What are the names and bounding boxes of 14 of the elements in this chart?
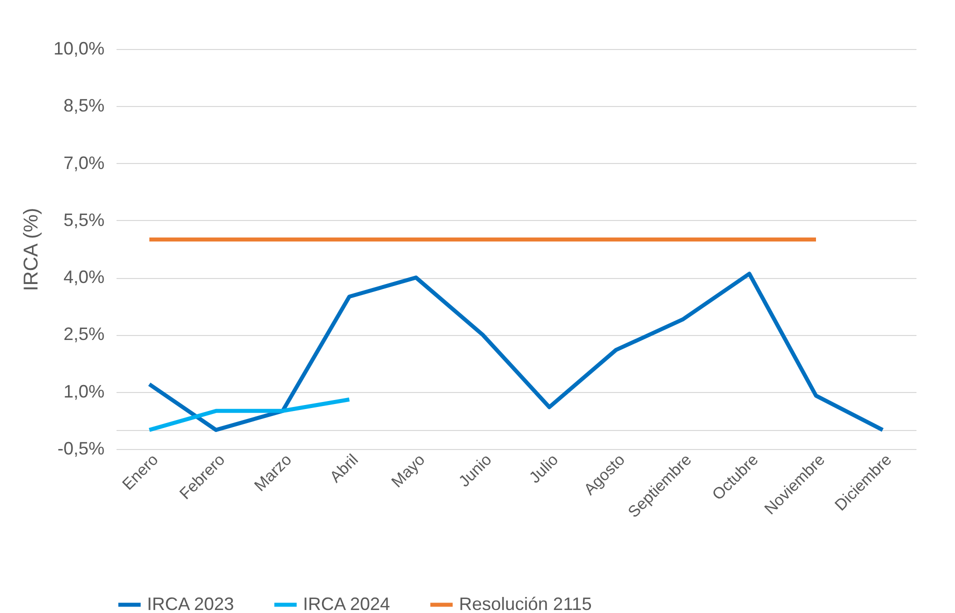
y-tick-label: 8,5%	[63, 96, 104, 116]
y-tick-label: 10,0%	[53, 38, 104, 58]
y-tick-label: 1,0%	[63, 381, 104, 402]
y-tick-label: 5,5%	[63, 210, 104, 230]
legend-label: IRCA 2023	[147, 594, 234, 613]
legend-label: Resolución 2115	[459, 594, 592, 613]
legend-label: IRCA 2024	[303, 594, 390, 613]
y-tick-label: -0,5%	[57, 438, 104, 458]
y-tick-label: 7,0%	[63, 152, 104, 173]
y-tick-label: 2,5%	[63, 324, 104, 344]
y-axis-title: IRCA (%)	[20, 208, 42, 292]
x-tick-label: Julio	[526, 451, 562, 487]
y-tick-label: 4,0%	[63, 267, 104, 288]
line-series	[147, 272, 885, 432]
